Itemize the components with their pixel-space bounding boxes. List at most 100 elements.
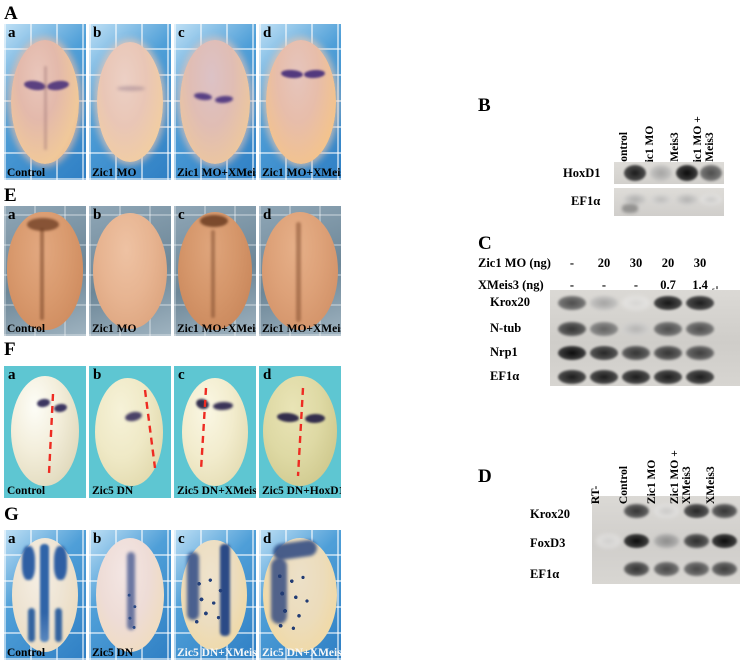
panel-letter-d: D — [478, 466, 492, 487]
gel-d-column-label-xmeis3: XMeis3 — [704, 466, 717, 505]
panel-g-sublabel-a: a — [8, 531, 16, 547]
gel-band — [686, 322, 714, 336]
panel-e-image-row: a Control b Zic1 MO c Zic1 MO+XMeis3 d Z… — [4, 206, 341, 336]
embryo-body — [266, 40, 336, 164]
panel-a-caption-c: Zic1 MO+XMeis3 — [177, 166, 256, 179]
gel-band — [654, 346, 682, 360]
gel-band — [558, 370, 586, 384]
panel-e-caption-d: Zic1 MO+XMeis3 — [262, 322, 341, 335]
panel-a-cell-a: a Control — [4, 24, 86, 180]
panel-d-gel: Krox20 FoxD3 EF1α RT- Control Zic1 MO Zi… — [478, 424, 751, 604]
panel-f-image-row: a Control b Zic5 DN c Zic5 DN+XMeis3 d Z… — [4, 366, 341, 498]
panel-g-sublabel-b: b — [93, 531, 102, 547]
gel-band — [712, 562, 737, 576]
gel-c-header-value: 20 — [661, 256, 675, 270]
gel-band — [654, 562, 679, 576]
somite-stain-left — [28, 608, 35, 642]
panel-c-gel: Zic1 MO (ng) XMeis3 (ng) RT- Krox20 N-tu… — [478, 234, 751, 404]
gel-band — [684, 504, 709, 518]
panel-f-cell-a: a Control — [4, 366, 86, 498]
panel-e-sublabel-c: c — [178, 207, 185, 223]
neural-tube-stain — [40, 544, 49, 642]
panel-f-caption-a: Control — [7, 484, 46, 497]
gel-band — [712, 534, 737, 548]
panel-letter-f: F — [4, 339, 16, 360]
panel-g-cell-b: b Zic5 DN — [89, 530, 171, 660]
panel-letter-g: G — [4, 504, 19, 525]
neural-groove — [296, 222, 301, 322]
gel-c-header-value: 30 — [629, 256, 643, 270]
neural-groove — [40, 228, 44, 320]
panel-a-sublabel-a: a — [8, 25, 16, 41]
gel-band — [654, 296, 682, 310]
gel-band — [654, 534, 679, 548]
embryo-body — [182, 378, 248, 486]
panel-b-blot: Control Zic1 MO XMeis3 Zic1 MO + XMeis3 … — [478, 96, 751, 226]
gel-band — [590, 370, 618, 384]
embryo-body — [95, 378, 163, 486]
panel-a-image-row: a Control b Zic1 MO c Zic1 MO+XMeis3 d Z… — [4, 24, 341, 180]
gel-c-row-label-ntub: N-tub — [490, 321, 522, 335]
gel-band — [624, 504, 649, 518]
embryo-body — [7, 212, 83, 330]
melanocyte-speckles — [125, 586, 139, 632]
gel-band — [712, 504, 737, 518]
neural-groove — [211, 230, 215, 318]
gel-artifact — [622, 204, 638, 213]
panel-f-caption-b: Zic5 DN — [92, 484, 134, 497]
gel-band — [650, 194, 672, 205]
gel-band — [650, 165, 672, 181]
gel-c-header-label-xmeis3: XMeis3 (ng) — [478, 278, 544, 292]
embryo-body — [263, 376, 337, 486]
panel-letter-a: A — [4, 3, 18, 24]
gel-band — [686, 346, 714, 360]
panel-f-sublabel-a: a — [8, 367, 16, 383]
gel-d-column-label-zic1mo-xmeis3-line2: XMeis3 — [680, 466, 693, 505]
gel-band — [624, 534, 649, 548]
gel-band — [596, 534, 621, 548]
embryo-body — [97, 42, 163, 162]
gel-band — [700, 194, 722, 205]
panel-f-cell-d: d Zic5 DN+HoxD1 — [259, 366, 341, 498]
panel-a-sublabel-d: d — [263, 25, 272, 41]
ectopic-melanocyte-speckles — [194, 576, 228, 628]
gel-band — [590, 322, 618, 336]
panel-f-sublabel-b: b — [93, 367, 102, 383]
panel-f-caption-c: Zic5 DN+XMeis3 — [177, 484, 256, 497]
panel-f-cell-b: b Zic5 DN — [89, 366, 171, 498]
gel-c-row-label-nrp1: Nrp1 — [490, 345, 518, 359]
gel-c-header-value: 20 — [597, 256, 611, 270]
gel-band — [686, 296, 714, 310]
gel-c-row-label-ef1a: EF1α — [490, 369, 520, 383]
gel-band — [684, 562, 709, 576]
gel-band — [622, 370, 650, 384]
gel-c-header-value: 1.4 — [692, 278, 708, 292]
gel-band — [558, 322, 586, 336]
ectopic-melanocyte-speckles — [275, 570, 315, 632]
gel-c-header-value: - — [601, 278, 607, 292]
panel-a-cell-c: c Zic1 MO+XMeis3 — [174, 24, 256, 180]
panel-g-image-row: a Control b Zic5 DN c Zic5 DN+XMeis3 d Z… — [4, 530, 341, 660]
panel-e-caption-b: Zic1 MO — [92, 322, 137, 335]
gel-band — [686, 370, 714, 384]
panel-g-caption-d: Zic5 DN+XMeis3 — [262, 646, 341, 659]
gel-band — [684, 534, 709, 548]
midline-dashed-line — [199, 387, 208, 471]
panel-g-cell-c: c Zic5 DN+XMeis3 — [174, 530, 256, 660]
panel-f-sublabel-c: c — [178, 367, 185, 383]
gel-d-column-label-rt-minus: RT- — [589, 485, 602, 505]
gel-band — [590, 296, 618, 310]
midline-dashed-line — [296, 387, 305, 477]
panel-g-caption-a: Control — [7, 646, 46, 659]
blot-b-row-label-hoxd1: HoxD1 — [563, 166, 601, 180]
gel-band — [624, 165, 646, 181]
panel-g-sublabel-c: c — [178, 531, 185, 547]
anterior-neural-plate — [27, 218, 59, 231]
faint-stain — [117, 86, 145, 91]
gel-c-header-value: - — [633, 278, 639, 292]
panel-letter-c: C — [478, 233, 492, 254]
gel-band — [558, 296, 586, 310]
embryo-body — [11, 40, 79, 164]
panel-a-caption-d: Zic1 MO+XMeis3 — [262, 166, 341, 179]
midline-dashed-line — [143, 389, 157, 469]
